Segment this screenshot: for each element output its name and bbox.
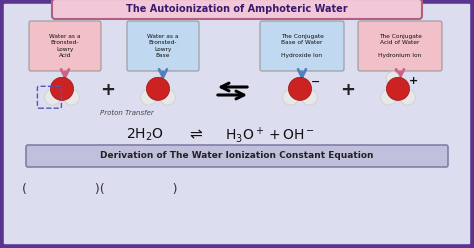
Circle shape	[400, 89, 415, 105]
Text: ⇌: ⇌	[190, 127, 202, 143]
Text: +: +	[100, 81, 116, 99]
Text: Water as a
Bronsted-
Lowry
Acid: Water as a Bronsted- Lowry Acid	[49, 34, 81, 58]
Circle shape	[283, 89, 299, 105]
FancyArrowPatch shape	[61, 69, 69, 77]
Circle shape	[45, 89, 60, 105]
FancyBboxPatch shape	[127, 21, 199, 71]
FancyBboxPatch shape	[260, 21, 344, 71]
Circle shape	[301, 89, 317, 105]
Circle shape	[50, 77, 73, 100]
Text: +: +	[340, 81, 356, 99]
FancyBboxPatch shape	[52, 0, 422, 19]
FancyBboxPatch shape	[358, 21, 442, 71]
Circle shape	[141, 89, 156, 105]
FancyArrowPatch shape	[298, 69, 306, 77]
FancyArrowPatch shape	[159, 69, 167, 77]
Text: Proton Transfer: Proton Transfer	[100, 110, 154, 116]
Circle shape	[64, 89, 79, 105]
Text: $\mathregular{H_3O^+ + OH^-}$: $\mathregular{H_3O^+ + OH^-}$	[225, 125, 315, 145]
Circle shape	[381, 89, 396, 105]
Text: The Conjugate
Acid of Water

Hydronium Ion: The Conjugate Acid of Water Hydronium Io…	[378, 34, 422, 58]
Text: +: +	[409, 76, 419, 87]
Text: Derivation of The Water Ionization Constant Equation: Derivation of The Water Ionization Const…	[100, 152, 374, 160]
Circle shape	[386, 77, 410, 100]
Text: Water as a
Bronsted-
Lowry
Base: Water as a Bronsted- Lowry Base	[147, 34, 179, 58]
Circle shape	[160, 89, 175, 105]
Text: The Conjugate
Base of Water

Hydroxide Ion: The Conjugate Base of Water Hydroxide Io…	[281, 34, 323, 58]
FancyArrowPatch shape	[396, 69, 404, 77]
Circle shape	[386, 72, 400, 85]
Circle shape	[146, 77, 170, 100]
Text: −: −	[311, 76, 320, 87]
Text: $\mathregular{2H_2O}$: $\mathregular{2H_2O}$	[126, 127, 164, 143]
FancyBboxPatch shape	[29, 21, 101, 71]
Text: (                 )(                 ): ( )( )	[22, 184, 178, 196]
Circle shape	[289, 77, 311, 100]
FancyBboxPatch shape	[26, 145, 448, 167]
Text: The Autoionization of Amphoteric Water: The Autoionization of Amphoteric Water	[126, 4, 348, 14]
